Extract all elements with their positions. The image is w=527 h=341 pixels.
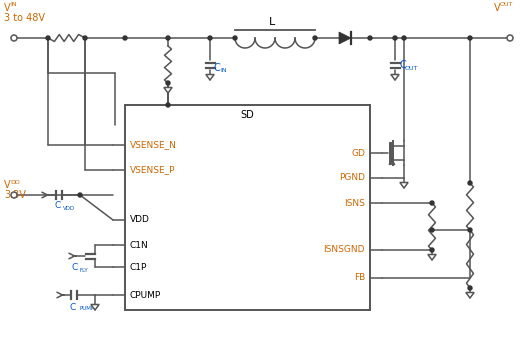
Text: 3.3V: 3.3V <box>4 190 26 200</box>
Text: OUT: OUT <box>500 2 513 8</box>
Polygon shape <box>164 88 172 93</box>
Polygon shape <box>400 182 408 188</box>
Circle shape <box>83 36 87 40</box>
Circle shape <box>468 286 472 290</box>
Text: OUT: OUT <box>405 65 418 71</box>
Text: C: C <box>55 202 61 210</box>
Text: GD: GD <box>351 148 365 158</box>
Polygon shape <box>206 74 214 80</box>
Polygon shape <box>91 305 99 310</box>
Text: VDD: VDD <box>130 216 150 224</box>
Circle shape <box>468 181 472 185</box>
Text: C: C <box>399 60 406 70</box>
Polygon shape <box>339 32 351 44</box>
Text: VSENSE_N: VSENSE_N <box>130 140 177 149</box>
Circle shape <box>78 193 82 197</box>
Text: FB: FB <box>354 273 365 282</box>
Circle shape <box>233 36 237 40</box>
Circle shape <box>11 192 17 198</box>
Circle shape <box>11 35 17 41</box>
Circle shape <box>507 35 513 41</box>
Text: PUMP: PUMP <box>79 307 94 311</box>
Text: IN: IN <box>10 2 17 8</box>
Circle shape <box>393 36 397 40</box>
Text: VDD: VDD <box>63 206 75 210</box>
Text: FLY: FLY <box>80 267 89 272</box>
Text: CPUMP: CPUMP <box>130 291 161 299</box>
Text: V: V <box>4 180 11 190</box>
Text: C1N: C1N <box>130 240 149 250</box>
Text: DD: DD <box>10 179 19 184</box>
Text: ISNSGND: ISNSGND <box>324 246 365 254</box>
Text: PGND: PGND <box>339 174 365 182</box>
Circle shape <box>430 201 434 205</box>
Text: SD: SD <box>241 110 255 120</box>
Text: ISNS: ISNS <box>344 198 365 208</box>
Circle shape <box>468 228 472 232</box>
Text: IN: IN <box>220 69 227 74</box>
Text: L: L <box>269 17 275 27</box>
Bar <box>125 105 370 310</box>
Text: C: C <box>214 63 221 73</box>
Circle shape <box>166 81 170 85</box>
Circle shape <box>430 228 434 232</box>
Text: C1P: C1P <box>130 263 148 271</box>
Text: C: C <box>72 264 78 272</box>
Circle shape <box>430 248 434 252</box>
Circle shape <box>166 103 170 107</box>
Polygon shape <box>466 293 474 298</box>
Text: 3 to 48V: 3 to 48V <box>4 13 45 23</box>
Circle shape <box>123 36 127 40</box>
Polygon shape <box>428 254 436 260</box>
Circle shape <box>46 36 50 40</box>
Circle shape <box>402 36 406 40</box>
Text: V: V <box>4 3 11 13</box>
Circle shape <box>166 36 170 40</box>
Circle shape <box>208 36 212 40</box>
Text: C: C <box>70 302 76 311</box>
Text: VSENSE_P: VSENSE_P <box>130 165 175 175</box>
Polygon shape <box>391 74 399 80</box>
Circle shape <box>468 36 472 40</box>
Circle shape <box>368 36 372 40</box>
Text: V: V <box>494 3 501 13</box>
Circle shape <box>313 36 317 40</box>
